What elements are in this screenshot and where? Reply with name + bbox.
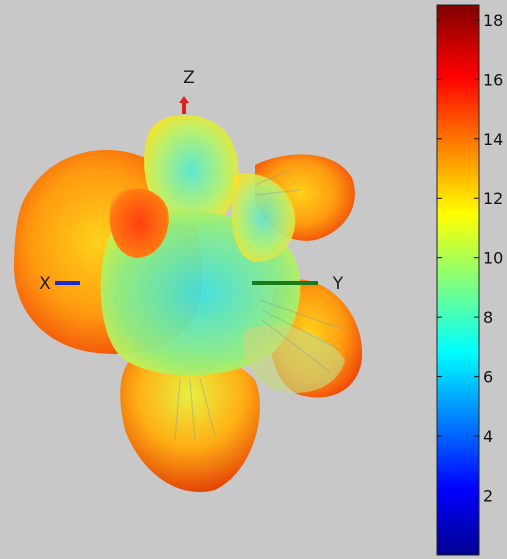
radiation-pattern-surface: [13, 114, 363, 492]
colorbar-gradient: [436, 4, 480, 556]
axis-arrow-z: [179, 96, 189, 103]
axis-label-x: X: [39, 274, 51, 294]
colorbar-ticks: 2 4 6 8 10 12 14 16 18: [437, 11, 503, 506]
colorbar-tick-label: 8: [483, 308, 493, 327]
colorbar-tick-label: 18: [483, 11, 503, 30]
colorbar-tick-label: 12: [483, 189, 503, 208]
colorbar-tick-label: 10: [483, 249, 503, 268]
axis-indicators: X Y Z: [39, 68, 344, 294]
colorbar: 2 4 6 8 10 12 14 16 18: [436, 4, 503, 556]
colorbar-tick-label: 16: [483, 70, 503, 89]
axis-label-y: Y: [332, 274, 344, 294]
colorbar-tick-label: 4: [483, 427, 493, 446]
colorbar-tick-label: 14: [483, 130, 503, 149]
colorbar-tick-label: 6: [483, 368, 493, 387]
colorbar-tick-label: 2: [483, 487, 493, 506]
axis-label-z: Z: [183, 68, 195, 88]
